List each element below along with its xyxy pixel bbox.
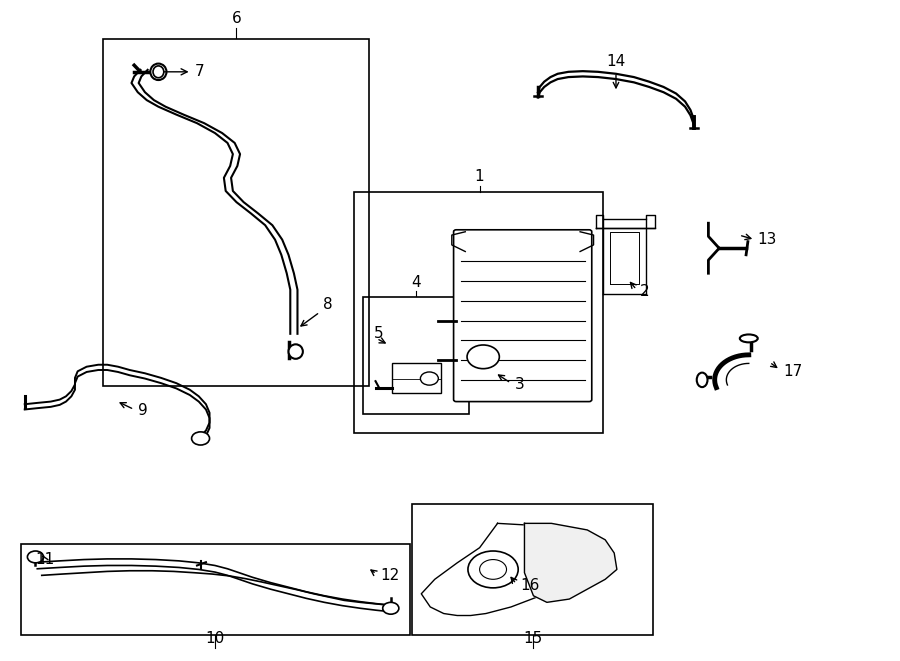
Text: 15: 15	[523, 631, 542, 646]
Ellipse shape	[153, 66, 164, 78]
Circle shape	[468, 551, 518, 588]
Circle shape	[382, 602, 399, 614]
Circle shape	[192, 432, 210, 445]
Text: 17: 17	[784, 364, 803, 379]
Text: 3: 3	[515, 377, 525, 392]
Text: 5: 5	[374, 327, 383, 341]
Text: 2: 2	[640, 284, 650, 299]
Ellipse shape	[697, 373, 707, 387]
Bar	[412, 504, 652, 635]
FancyBboxPatch shape	[454, 230, 592, 402]
Text: 16: 16	[520, 578, 539, 594]
Bar	[363, 297, 469, 414]
Text: 1: 1	[475, 169, 484, 184]
Text: 6: 6	[231, 11, 241, 26]
Text: 4: 4	[411, 275, 420, 290]
Text: 10: 10	[205, 631, 225, 646]
Ellipse shape	[289, 344, 303, 359]
Text: 13: 13	[758, 232, 777, 247]
Circle shape	[467, 345, 500, 369]
Text: 12: 12	[380, 568, 400, 583]
Bar	[21, 544, 410, 635]
Circle shape	[27, 551, 43, 563]
Bar	[103, 39, 369, 387]
Ellipse shape	[150, 63, 166, 80]
Bar	[354, 192, 603, 432]
Text: 11: 11	[35, 552, 55, 567]
Text: 14: 14	[607, 54, 625, 69]
Circle shape	[480, 560, 507, 579]
Text: 9: 9	[138, 403, 148, 418]
Text: 7: 7	[159, 64, 204, 79]
Circle shape	[420, 372, 438, 385]
Text: 8: 8	[322, 297, 332, 312]
Bar	[392, 364, 441, 393]
Ellipse shape	[740, 334, 758, 342]
Polygon shape	[525, 524, 616, 602]
